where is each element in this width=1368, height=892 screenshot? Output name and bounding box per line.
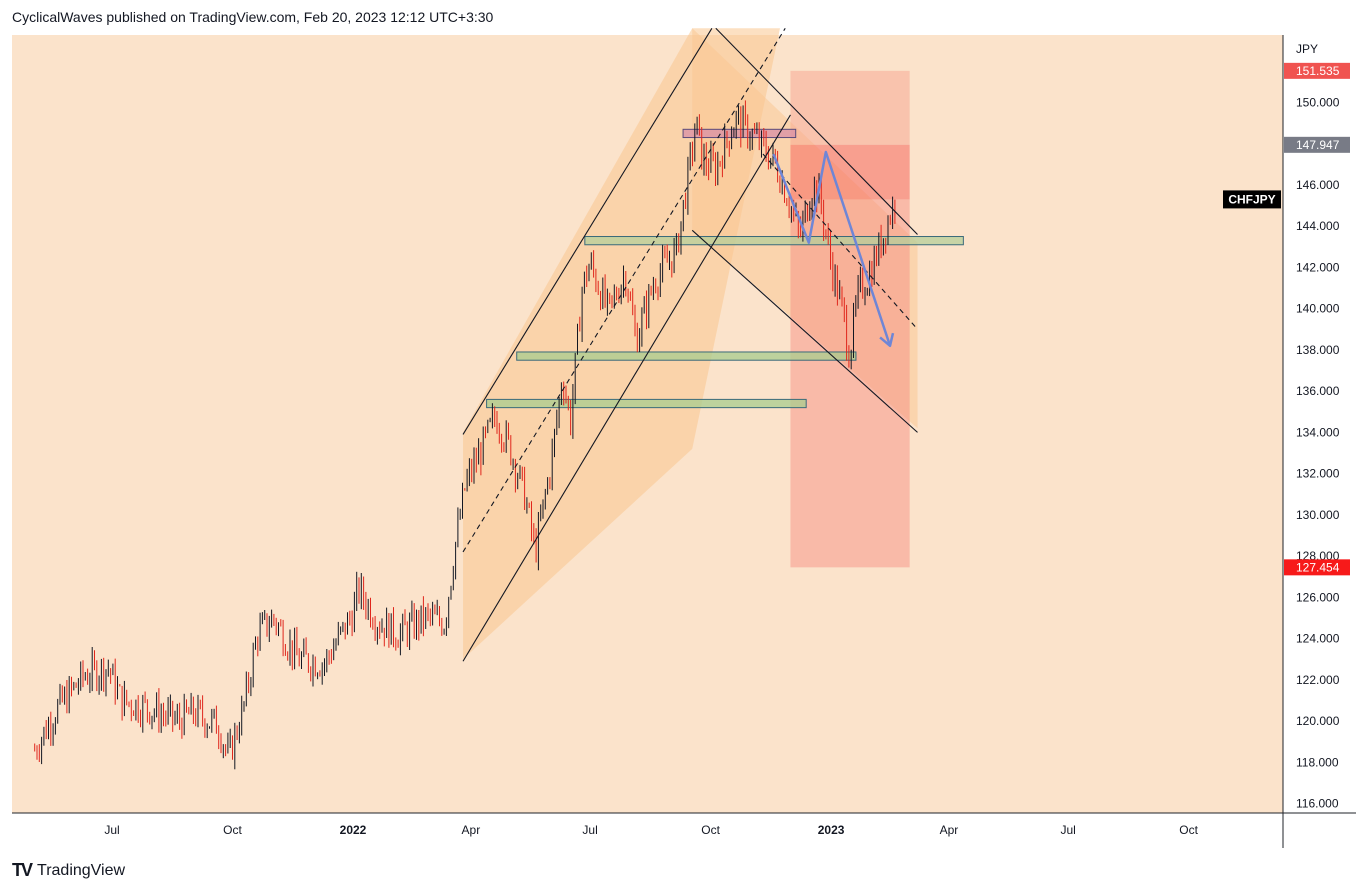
price-label-box bbox=[1284, 136, 1350, 153]
y-tick-label: 126.000 bbox=[1296, 590, 1340, 604]
descending-channel-upper-line bbox=[715, 27, 918, 235]
x-tick-label: Oct bbox=[223, 823, 242, 837]
projection-arrow bbox=[772, 150, 892, 347]
y-tick-label: 134.000 bbox=[1296, 425, 1340, 439]
y-tick-label: 150.000 bbox=[1296, 96, 1340, 110]
y-tick-label: 122.000 bbox=[1296, 673, 1340, 687]
x-tick-label: Jul bbox=[104, 823, 119, 837]
tradingview-brand: TradingView bbox=[37, 861, 126, 879]
descending-channel-lower-line bbox=[691, 229, 918, 433]
x-tick-label: Apr bbox=[462, 823, 481, 837]
x-tick-label: 2022 bbox=[340, 823, 367, 837]
footer-branding: TV TradingView bbox=[12, 860, 125, 881]
support-resistance-zone bbox=[682, 128, 797, 139]
y-tick-label: 142.000 bbox=[1296, 260, 1340, 274]
x-tick-label: 2023 bbox=[818, 823, 845, 837]
symbol-label-box bbox=[1223, 190, 1281, 209]
price-label: 127.454 bbox=[1296, 560, 1340, 574]
currency-label: JPY bbox=[1296, 42, 1318, 56]
y-tick-label: 144.000 bbox=[1296, 219, 1340, 233]
price-label: 151.535 bbox=[1296, 64, 1340, 78]
x-tick-label: Oct bbox=[1179, 823, 1198, 837]
target-box-stop bbox=[790, 144, 910, 200]
y-tick-label: 132.000 bbox=[1296, 467, 1340, 481]
price-label-box bbox=[1284, 62, 1350, 79]
ascending-channel-lower-line bbox=[462, 114, 791, 662]
support-resistance-zone bbox=[486, 398, 807, 409]
y-tick-label: 140.000 bbox=[1296, 302, 1340, 316]
y-tick-label: 130.000 bbox=[1296, 508, 1340, 522]
price-label: 147.947 bbox=[1296, 138, 1340, 152]
y-tick-label: 118.000 bbox=[1296, 755, 1339, 769]
x-tick-label: Jul bbox=[1060, 823, 1075, 837]
y-tick-label: 136.000 bbox=[1296, 384, 1340, 398]
ascending-channel-upper-line bbox=[462, 27, 713, 435]
symbol-label: CHFJPY bbox=[1228, 192, 1275, 206]
price-label-box bbox=[1284, 559, 1350, 576]
y-tick-label: 138.000 bbox=[1296, 343, 1340, 357]
y-tick-label: 146.000 bbox=[1296, 178, 1340, 192]
target-box-lower bbox=[790, 199, 910, 568]
target-box-upper bbox=[790, 70, 910, 145]
support-resistance-zone bbox=[516, 351, 857, 361]
x-tick-label: Apr bbox=[940, 823, 959, 837]
projection-arrow-head bbox=[879, 332, 895, 348]
x-tick-label: Jul bbox=[582, 823, 597, 837]
x-tick-label: Oct bbox=[701, 823, 720, 837]
time-axis[interactable] bbox=[12, 813, 1356, 848]
support-resistance-zone bbox=[584, 236, 964, 246]
descending-channel-mid-line bbox=[762, 153, 918, 330]
tradingview-logo-icon: TV bbox=[12, 860, 33, 880]
y-tick-label: 124.000 bbox=[1296, 632, 1340, 646]
y-tick-label: 116.000 bbox=[1296, 797, 1339, 811]
ascending-channel-mid-line bbox=[462, 27, 786, 553]
y-tick-label: 120.000 bbox=[1296, 714, 1340, 728]
price-axis[interactable] bbox=[1283, 35, 1356, 813]
descending-channel-fill bbox=[692, 28, 918, 429]
publish-header: CyclicalWaves published on TradingView.c… bbox=[12, 9, 494, 25]
